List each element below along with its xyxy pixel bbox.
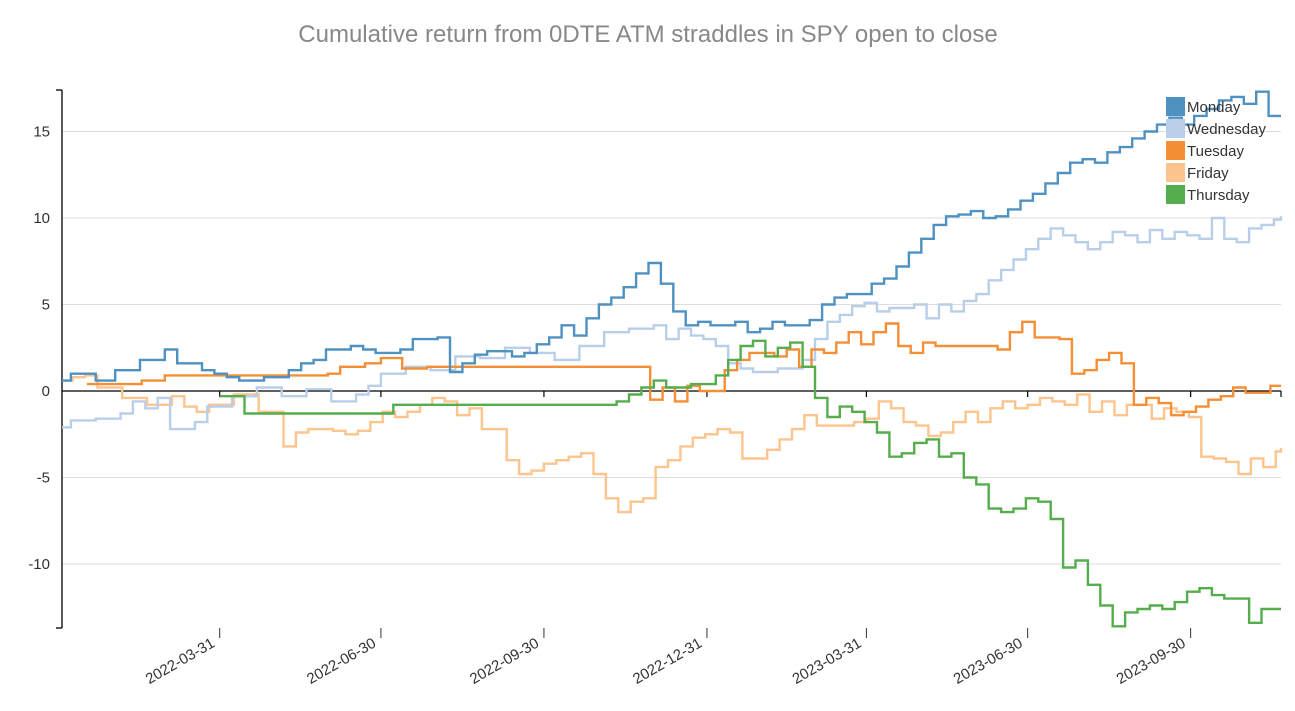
series-line-monday — [62, 90, 1281, 382]
legend-label-tuesday: Tuesday — [1187, 143, 1244, 160]
series-lines — [62, 90, 1283, 628]
x-tick-label: 2022-06-30 — [304, 635, 379, 688]
x-tick-label: 2023-06-30 — [951, 635, 1026, 688]
x-tick-label: 2022-09-30 — [467, 635, 542, 688]
x-tick-label: 2023-09-30 — [1114, 635, 1189, 688]
series-line-tuesday — [86, 320, 1281, 417]
y-tick-label: 15 — [33, 124, 50, 141]
legend-label-thursday: Thursday — [1187, 187, 1250, 204]
legend-swatch-wednesday — [1166, 119, 1185, 138]
legend-label-friday: Friday — [1187, 165, 1229, 182]
x-tick-label: 2023-03-31 — [789, 635, 864, 688]
y-tick-label: 10 — [33, 210, 50, 227]
y-tick-label: -10 — [28, 556, 50, 573]
legend-label-wednesday: Wednesday — [1187, 121, 1266, 138]
chart-title: Cumulative return from 0DTE ATM straddle… — [298, 21, 997, 48]
y-tick-label: 0 — [42, 383, 50, 400]
legend-swatch-friday — [1166, 163, 1185, 182]
legend-label-monday: Monday — [1187, 99, 1241, 116]
grid-lines — [62, 131, 1281, 565]
x-tick-label: 2022-03-31 — [143, 635, 218, 688]
x-tick-label: 2022-12-31 — [630, 635, 705, 688]
legend: Monday Wednesday Tuesday Friday Thursday — [1166, 97, 1266, 204]
series-line-friday — [62, 374, 1283, 514]
y-tick-label: 5 — [42, 297, 50, 314]
series-line-thursday — [219, 339, 1281, 628]
axes: -10 -5 0 5 10 15 2022-03-31 2022-06-30 2022-09-3… — [28, 89, 1282, 688]
y-tick-label: -5 — [37, 469, 50, 486]
legend-swatch-tuesday — [1166, 141, 1185, 160]
legend-swatch-thursday — [1166, 185, 1185, 204]
legend-swatch-monday — [1166, 97, 1185, 116]
